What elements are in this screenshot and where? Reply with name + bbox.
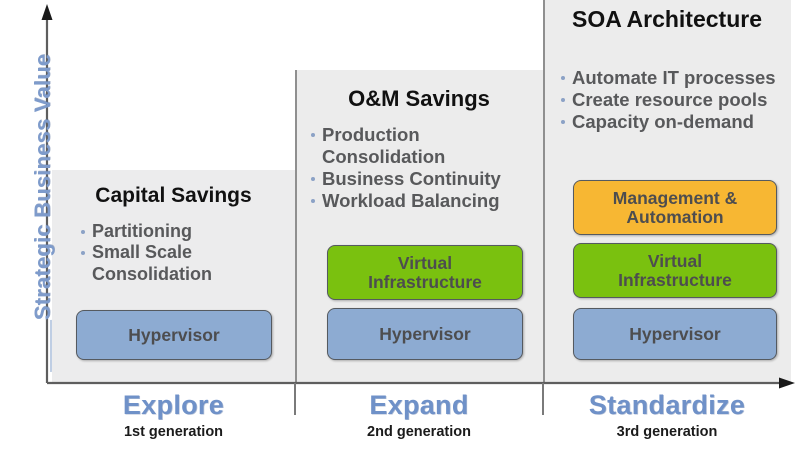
y-axis-label: Strategic Business Value (30, 53, 55, 321)
box-label-line1: Virtual (647, 251, 703, 272)
box-label-line2: Infrastructure (618, 269, 732, 290)
stage-name-expand: Expand (369, 390, 469, 420)
list-item: Business Continuity (309, 168, 544, 189)
box-label-line1: Virtual (397, 253, 453, 274)
list-item: Capacity on-demand (559, 111, 797, 132)
list-item: Partitioning (79, 221, 294, 241)
panel-title-expand: O&M Savings (348, 86, 490, 111)
list-item: Production (309, 125, 544, 145)
panel-divider-standardize (543, 0, 545, 383)
list-item: Consolidation (322, 145, 446, 167)
box-management-automation-standardize[interactable]: Management & Automation (573, 180, 777, 235)
stage-label-expand: Expand 2nd generation (295, 390, 543, 440)
stage-panel-expand: O&M Savings Production Consolidation Bus… (295, 70, 543, 383)
box-label-line2: Infrastructure (368, 271, 482, 292)
stage-panel-explore: Capital Savings Partitioning Small Scale… (52, 170, 295, 383)
box-virtual-infrastructure-standardize[interactable]: Virtual Infrastructure (573, 243, 777, 298)
box-hypervisor-explore[interactable]: Hypervisor (76, 310, 272, 360)
box-label-line1: Management & (612, 188, 738, 209)
stage-generation-explore: 1st generation (123, 424, 224, 440)
stage-panel-standardize: SOA Architecture Automate IT processes C… (543, 0, 791, 383)
panel-title-standardize: SOA Architecture (571, 6, 762, 32)
stage-generation-standardize: 3rd generation (616, 424, 718, 440)
bullet-list-explore: Partitioning Small Scale Consolidation (79, 221, 294, 286)
stage-generation-expand: 2nd generation (367, 424, 471, 440)
box-hypervisor-expand[interactable]: Hypervisor (327, 308, 523, 360)
list-item: Workload Balancing (309, 190, 544, 211)
stage-label-explore: Explore 1st generation (52, 390, 295, 440)
stage-name-explore: Explore (122, 390, 225, 420)
bullet-list-expand: Production Consolidation Business Contin… (309, 125, 544, 213)
stage-label-standardize: Standardize 3rd generation (543, 390, 791, 440)
stage-name-standardize: Standardize (588, 390, 746, 420)
list-item: Small Scale (79, 242, 294, 262)
box-label-line2: Automation (626, 206, 724, 227)
list-item: Create resource pools (559, 89, 797, 110)
list-item: Automate IT processes (559, 68, 797, 88)
bullet-list-standardize: Automate IT processes Create resource po… (559, 68, 797, 134)
box-virtual-infrastructure-expand[interactable]: Virtual Infrastructure (327, 245, 523, 300)
box-hypervisor-standardize[interactable]: Hypervisor (573, 308, 777, 360)
list-item: Consolidation (92, 263, 212, 284)
panel-title-explore: Capital Savings (95, 184, 252, 207)
panel-divider-expand (295, 70, 297, 383)
